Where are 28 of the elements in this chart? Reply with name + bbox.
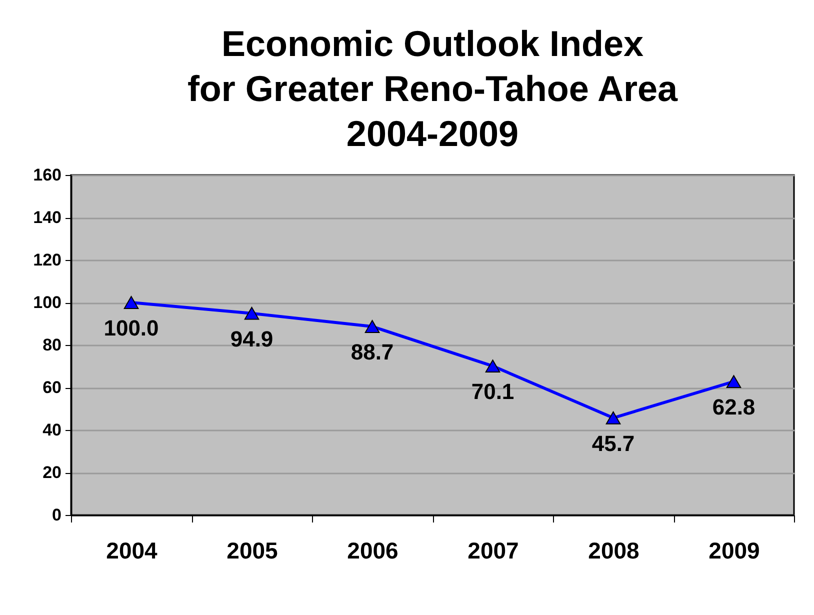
point <box>124 296 139 309</box>
point <box>485 360 500 373</box>
y-tick-label: 0 <box>52 506 62 524</box>
x-tick-label: 2006 <box>347 538 398 564</box>
y-tick-label: 160 <box>33 166 62 184</box>
data-label: 45.7 <box>592 430 635 456</box>
data-label: 62.8 <box>712 394 756 420</box>
chart-title: Economic Outlook Index for Greater Reno-Tahoe Area 2004-2009 <box>187 23 679 154</box>
y-tick-label: 20 <box>42 463 62 482</box>
data-label: 100.0 <box>104 316 159 340</box>
y-tick-label: 140 <box>33 208 62 227</box>
point <box>726 375 742 388</box>
point <box>606 411 621 424</box>
data-label: 70.1 <box>471 379 514 404</box>
y-tick-label: 40 <box>42 420 62 440</box>
x-tick-label: 2008 <box>588 538 640 564</box>
y-tick-label: 80 <box>42 336 62 354</box>
x-tick-label: 2004 <box>106 538 158 564</box>
data-label: 94.9 <box>230 326 274 352</box>
y-tick-label: 120 <box>33 250 62 270</box>
point <box>244 306 260 320</box>
x-tick-label: 2009 <box>708 538 760 564</box>
y-tick-label: 60 <box>42 378 62 397</box>
point <box>364 320 380 333</box>
x-tick-label: 2007 <box>468 538 519 564</box>
y-tick-label: 100 <box>33 293 62 312</box>
data-label: 88.7 <box>350 340 394 365</box>
x-tick-label: 2005 <box>226 538 278 564</box>
